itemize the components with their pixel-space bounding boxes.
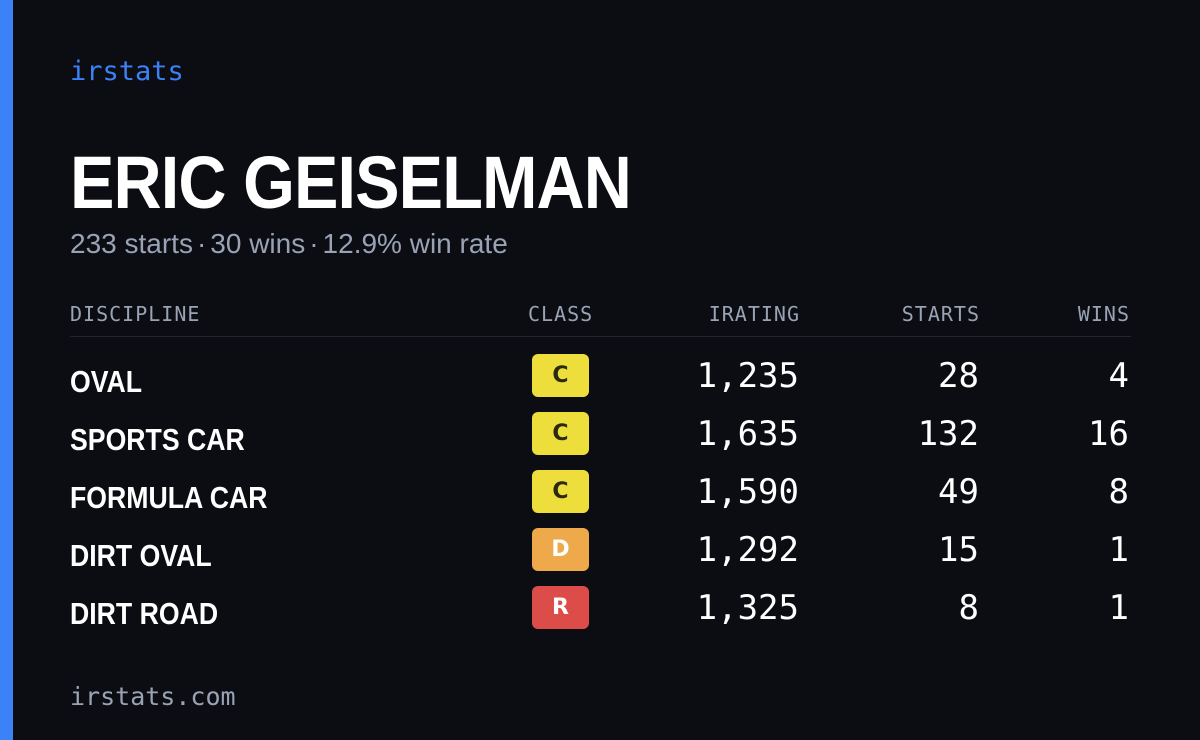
license-class-badge: C — [532, 412, 589, 455]
wins-value: 1 — [1108, 588, 1129, 628]
discipline-name: FORMULA CAR — [70, 480, 268, 515]
summary-starts: 233 starts — [70, 228, 193, 259]
starts-value: 132 — [917, 414, 979, 454]
table-row: DIRT ROAD R 1,325 8 1 — [70, 586, 1131, 644]
summary-separator: · — [196, 228, 207, 259]
wins-value: 16 — [1088, 414, 1129, 454]
license-class-badge: C — [532, 470, 589, 513]
summary-win-rate: 12.9% win rate — [322, 228, 508, 259]
license-class-badge: D — [532, 528, 589, 571]
starts-value: 49 — [938, 472, 979, 512]
irating-value: 1,325 — [696, 588, 799, 628]
irating-value: 1,292 — [696, 530, 799, 570]
column-header-irating: IRATING — [708, 302, 800, 326]
license-class-badge: C — [532, 354, 589, 397]
irating-value: 1,235 — [696, 356, 799, 396]
brand-logo[interactable]: irstats — [70, 56, 184, 87]
discipline-name: DIRT OVAL — [70, 538, 212, 573]
table-header: DISCIPLINE CLASS IRATING STARTS WINS — [70, 300, 1131, 337]
starts-value: 28 — [938, 356, 979, 396]
table-row: DIRT OVAL D 1,292 15 1 — [70, 528, 1131, 586]
starts-value: 8 — [958, 588, 979, 628]
wins-value: 8 — [1108, 472, 1129, 512]
table-row: FORMULA CAR C 1,590 49 8 — [70, 470, 1131, 528]
discipline-name: OVAL — [70, 364, 143, 399]
table-row: SPORTS CAR C 1,635 132 16 — [70, 412, 1131, 470]
column-header-starts: STARTS — [901, 302, 980, 326]
license-class-badge: R — [532, 586, 589, 629]
summary-wins: 30 wins — [210, 228, 306, 259]
discipline-name: SPORTS CAR — [70, 422, 245, 457]
table-row: OVAL C 1,235 28 4 — [70, 354, 1131, 412]
driver-summary: 233 starts · 30 wins · 12.9% win rate — [70, 228, 508, 260]
irating-value: 1,635 — [696, 414, 799, 454]
column-header-wins: WINS — [1077, 302, 1130, 326]
starts-value: 15 — [938, 530, 979, 570]
wins-value: 4 — [1108, 356, 1129, 396]
irating-value: 1,590 — [696, 472, 799, 512]
column-header-discipline: DISCIPLINE — [70, 302, 201, 326]
wins-value: 1 — [1108, 530, 1129, 570]
footer-url[interactable]: irstats.com — [70, 682, 236, 711]
column-header-class: CLASS — [528, 302, 594, 326]
discipline-name: DIRT ROAD — [70, 596, 219, 631]
accent-bar — [0, 0, 13, 740]
summary-separator: · — [309, 228, 319, 259]
driver-name: ERIC GEISELMAN — [70, 141, 632, 224]
